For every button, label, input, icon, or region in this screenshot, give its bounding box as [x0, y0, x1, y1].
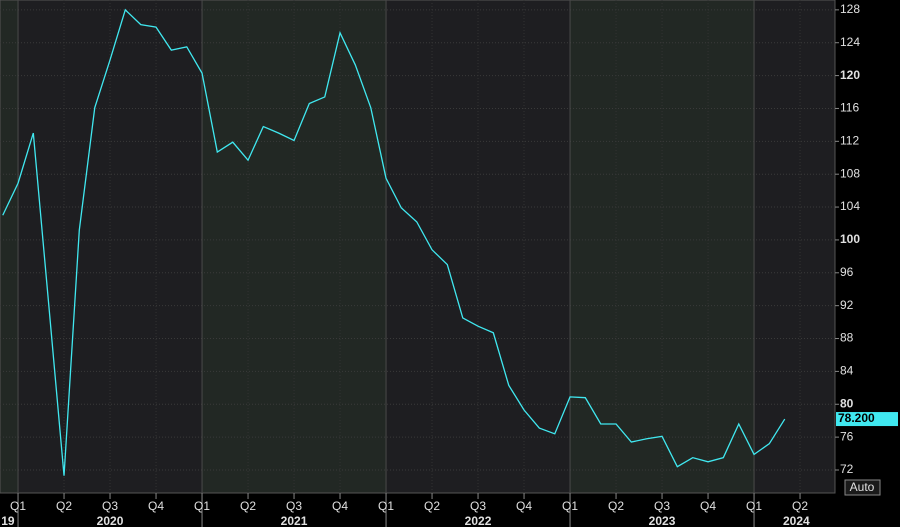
y-tick-label: 120 — [840, 68, 860, 82]
plot-frame — [0, 0, 836, 494]
x-tick-label: Q1 — [194, 499, 210, 513]
x-tick-label: Q2 — [56, 499, 72, 513]
y-tick-label: 100 — [840, 232, 860, 246]
year-band — [0, 0, 19, 493]
auto-button-label[interactable]: Auto — [850, 480, 875, 494]
x-tick-label: Q1 — [562, 499, 578, 513]
x-tick-label: Q2 — [792, 499, 808, 513]
y-tick-label: 96 — [840, 265, 854, 279]
x-tick-label: Q1 — [378, 499, 394, 513]
x-tick-label: Q1 — [746, 499, 762, 513]
y-tick-label: 72 — [840, 462, 854, 476]
y-tick-label: 108 — [840, 166, 860, 180]
x-tick-label: Q4 — [332, 499, 348, 513]
y-tick-label: 76 — [840, 429, 854, 443]
x-tick-label: Q1 — [10, 499, 26, 513]
x-tick-label: Q3 — [654, 499, 670, 513]
year-label: 19 — [1, 514, 15, 527]
year-band — [754, 0, 835, 493]
x-tick-label: Q4 — [148, 499, 164, 513]
year-label: 2023 — [649, 514, 676, 527]
x-tick-label: Q4 — [700, 499, 716, 513]
x-tick-label: Q3 — [470, 499, 486, 513]
x-tick-label: Q2 — [240, 499, 256, 513]
y-tick-label: 92 — [840, 298, 854, 312]
last-value-label: 78.200 — [838, 411, 875, 425]
auto-button-box[interactable] — [844, 479, 881, 496]
series-line — [2, 8, 786, 476]
auto-button[interactable]: Auto — [844, 479, 881, 496]
x-tick-label: Q3 — [102, 499, 118, 513]
y-tick-label: 112 — [840, 133, 859, 147]
last-value-box — [836, 412, 898, 427]
x-tick-label: Q2 — [608, 499, 624, 513]
y-tick-label: 88 — [840, 331, 854, 345]
y-tick-label: 116 — [840, 101, 859, 115]
year-label: 2021 — [281, 514, 308, 527]
year-label: 2022 — [465, 514, 492, 527]
x-tick-label: Q3 — [286, 499, 302, 513]
y-tick-label: 80 — [840, 396, 854, 410]
y-tick-label: 84 — [840, 364, 854, 378]
y-tick-label: 128 — [840, 2, 860, 16]
y-tick-label: 104 — [840, 199, 860, 213]
x-tick-label: Q2 — [424, 499, 440, 513]
year-label: 2020 — [97, 514, 124, 527]
x-tick-label: Q4 — [516, 499, 532, 513]
year-label: 2024 — [783, 514, 810, 527]
y-tick-label: 124 — [840, 35, 860, 49]
